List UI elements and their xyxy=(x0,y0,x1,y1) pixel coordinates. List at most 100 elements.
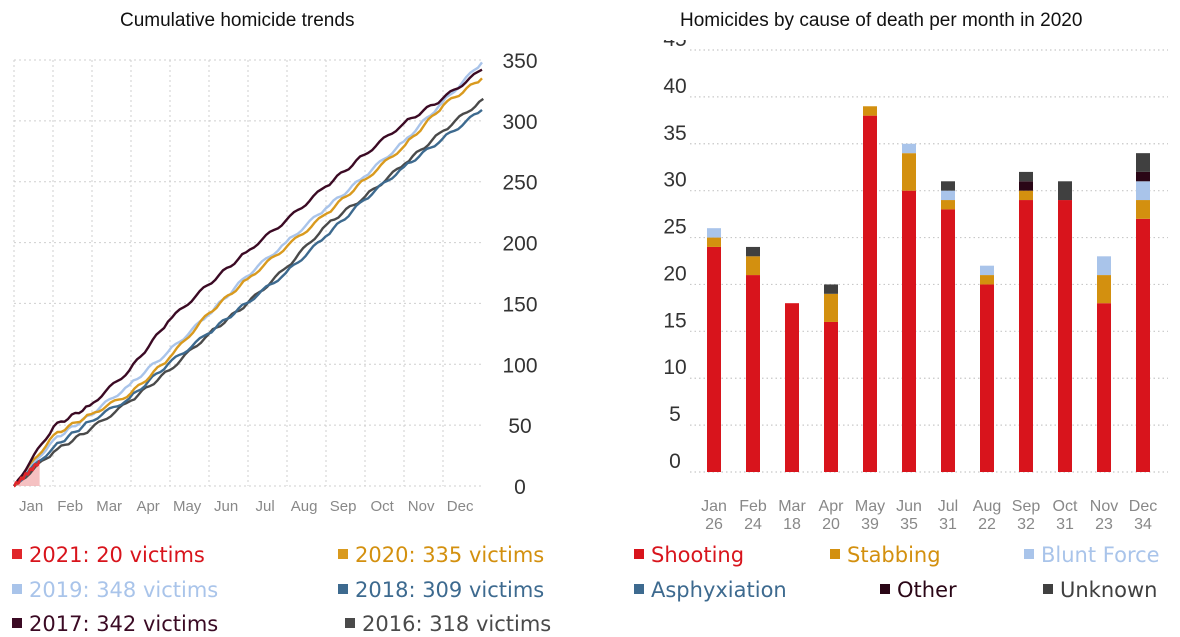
bar-x-total: 39 xyxy=(861,516,879,533)
legend-item-stabbing: Stabbing xyxy=(830,543,941,567)
legend-label-shooting: Shooting xyxy=(651,543,745,567)
bar-x-label: Apr xyxy=(819,498,845,515)
y-tick-label: 300 xyxy=(502,111,537,134)
bar-sep-unknown xyxy=(1019,171,1033,182)
bar-x-label: Oct xyxy=(1053,498,1078,515)
x-tick-label: May xyxy=(173,498,202,515)
x-tick-label: Jan xyxy=(19,498,43,515)
bar-x-total: 35 xyxy=(900,516,918,533)
bar-x-total: 20 xyxy=(822,516,840,533)
series-line-2020 xyxy=(13,77,483,487)
bar-y-tick-label: 40 xyxy=(663,75,686,98)
y-tick-label: 100 xyxy=(502,354,537,377)
legend-item-unknown: Unknown xyxy=(1043,578,1157,602)
legend-label-other: Other xyxy=(897,578,957,602)
legend-label-2016: 2016: 318 victims xyxy=(362,612,552,636)
legend-swatch-other xyxy=(880,584,890,594)
y-tick-label: 250 xyxy=(502,172,537,195)
y-tick-label: 150 xyxy=(502,293,537,316)
bar-x-label: Jun xyxy=(896,498,922,515)
y-tick-label: 350 xyxy=(502,50,537,73)
bar-x-total: 31 xyxy=(939,516,957,533)
bar-x-label: Jul xyxy=(938,498,958,515)
bar-jun-stabbing xyxy=(902,153,916,191)
legend-item-asphyxiation: Asphyxiation xyxy=(634,578,787,602)
bar-jul-blunt-force xyxy=(941,190,955,201)
bar-oct-unknown xyxy=(1058,181,1072,201)
bar-y-tick-label: 35 xyxy=(663,122,686,145)
x-tick-label: Apr xyxy=(136,498,159,515)
bar-aug-blunt-force xyxy=(980,265,994,276)
bar-apr-unknown xyxy=(824,284,838,294)
bar-y-tick-label: 20 xyxy=(663,262,686,285)
bar-jan-shooting xyxy=(707,246,721,472)
x-tick-label: Jun xyxy=(214,498,238,515)
x-tick-label: Feb xyxy=(57,498,83,515)
legend-item-2021: 2021: 20 victims xyxy=(12,543,205,567)
bar-x-total: 22 xyxy=(978,516,996,533)
x-tick-label: Mar xyxy=(96,498,122,515)
bar-x-label: Sep xyxy=(1012,498,1041,515)
legend-label-2020: 2020: 335 victims xyxy=(355,543,545,567)
bar-jan-stabbing xyxy=(707,237,721,247)
legend-item-shooting: Shooting xyxy=(634,543,744,567)
bar-x-total: 32 xyxy=(1017,516,1035,533)
bar-aug-stabbing xyxy=(980,275,994,285)
bar-x-label: Feb xyxy=(739,498,767,515)
y-tick-label: 200 xyxy=(502,233,537,256)
legend-swatch-2020 xyxy=(338,549,348,559)
bar-x-total: 24 xyxy=(744,516,762,533)
bar-y-tick-label: 5 xyxy=(669,403,681,426)
legend-item-2017: 2017: 342 victims xyxy=(12,612,218,636)
y-tick-label: 50 xyxy=(508,415,531,438)
x-tick-label: Aug xyxy=(291,498,318,515)
bar-y-tick-label: 15 xyxy=(663,309,686,332)
legend-label-2019: 2019: 348 victims xyxy=(29,578,219,602)
bar-y-tick-label: 30 xyxy=(663,169,686,192)
legend-item-2019: 2019: 348 victims xyxy=(12,578,218,602)
bar-x-label: Mar xyxy=(778,498,806,515)
bar-sep-other xyxy=(1019,181,1033,191)
legend-label-2021: 2021: 20 victims xyxy=(29,543,205,567)
legend-item-blunt-force: Blunt Force xyxy=(1024,543,1160,567)
bar-mar-shooting xyxy=(785,303,799,472)
bar-jun-blunt-force xyxy=(902,143,916,154)
bar-y-tick-label: 10 xyxy=(663,356,686,379)
legend-item-2018: 2018: 309 victims xyxy=(338,578,544,602)
bar-nov-stabbing xyxy=(1097,275,1111,304)
bar-apr-shooting xyxy=(824,321,838,472)
bar-sep-shooting xyxy=(1019,200,1033,473)
bar-y-tick-label: 0 xyxy=(669,450,681,473)
bar-x-label: May xyxy=(855,498,885,515)
bar-x-label: Nov xyxy=(1090,498,1118,515)
bar-nov-shooting xyxy=(1097,303,1111,472)
x-tick-label: Dec xyxy=(447,498,474,515)
stacked-bar-chart: 051015202530354045Jan26Feb24Mar18Apr20Ma… xyxy=(663,40,1168,533)
bar-jul-shooting xyxy=(941,209,955,472)
legend-item-2020: 2020: 335 victims xyxy=(338,543,544,567)
cumulative-line-chart: 0 50 100 150 200 250 300 350 Jan Feb Mar Apr May Jun J… xyxy=(13,50,538,515)
bar-feb-shooting xyxy=(746,275,760,472)
x-tick-label: Jul xyxy=(256,498,275,515)
bar-feb-unknown xyxy=(746,246,760,257)
bar-chart-title: Homicides by cause of death per month in… xyxy=(680,10,1083,31)
bar-oct-shooting xyxy=(1058,200,1072,473)
bar-x-total: 31 xyxy=(1056,516,1074,533)
legend-swatch-2016 xyxy=(345,618,355,628)
bar-x-label: Aug xyxy=(973,498,1001,515)
legend-label-stabbing: Stabbing xyxy=(847,543,941,567)
bar-x-label: Dec xyxy=(1129,498,1157,515)
series-line-2017 xyxy=(13,68,483,487)
series-line-2018 xyxy=(13,108,483,487)
series-line-2021 xyxy=(13,460,41,488)
bar-sep-stabbing xyxy=(1019,190,1033,201)
bar-may-shooting xyxy=(863,115,877,473)
legend-label-2018: 2018: 309 victims xyxy=(355,578,545,602)
bar-y-tick-label: 45 xyxy=(663,40,686,51)
bar-dec-other xyxy=(1136,171,1150,182)
bar-aug-shooting xyxy=(980,284,994,472)
bar-dec-shooting xyxy=(1136,218,1150,472)
bar-x-total: 18 xyxy=(783,516,801,533)
legend-swatch-2017 xyxy=(12,618,22,628)
bar-x-total: 26 xyxy=(705,516,723,533)
